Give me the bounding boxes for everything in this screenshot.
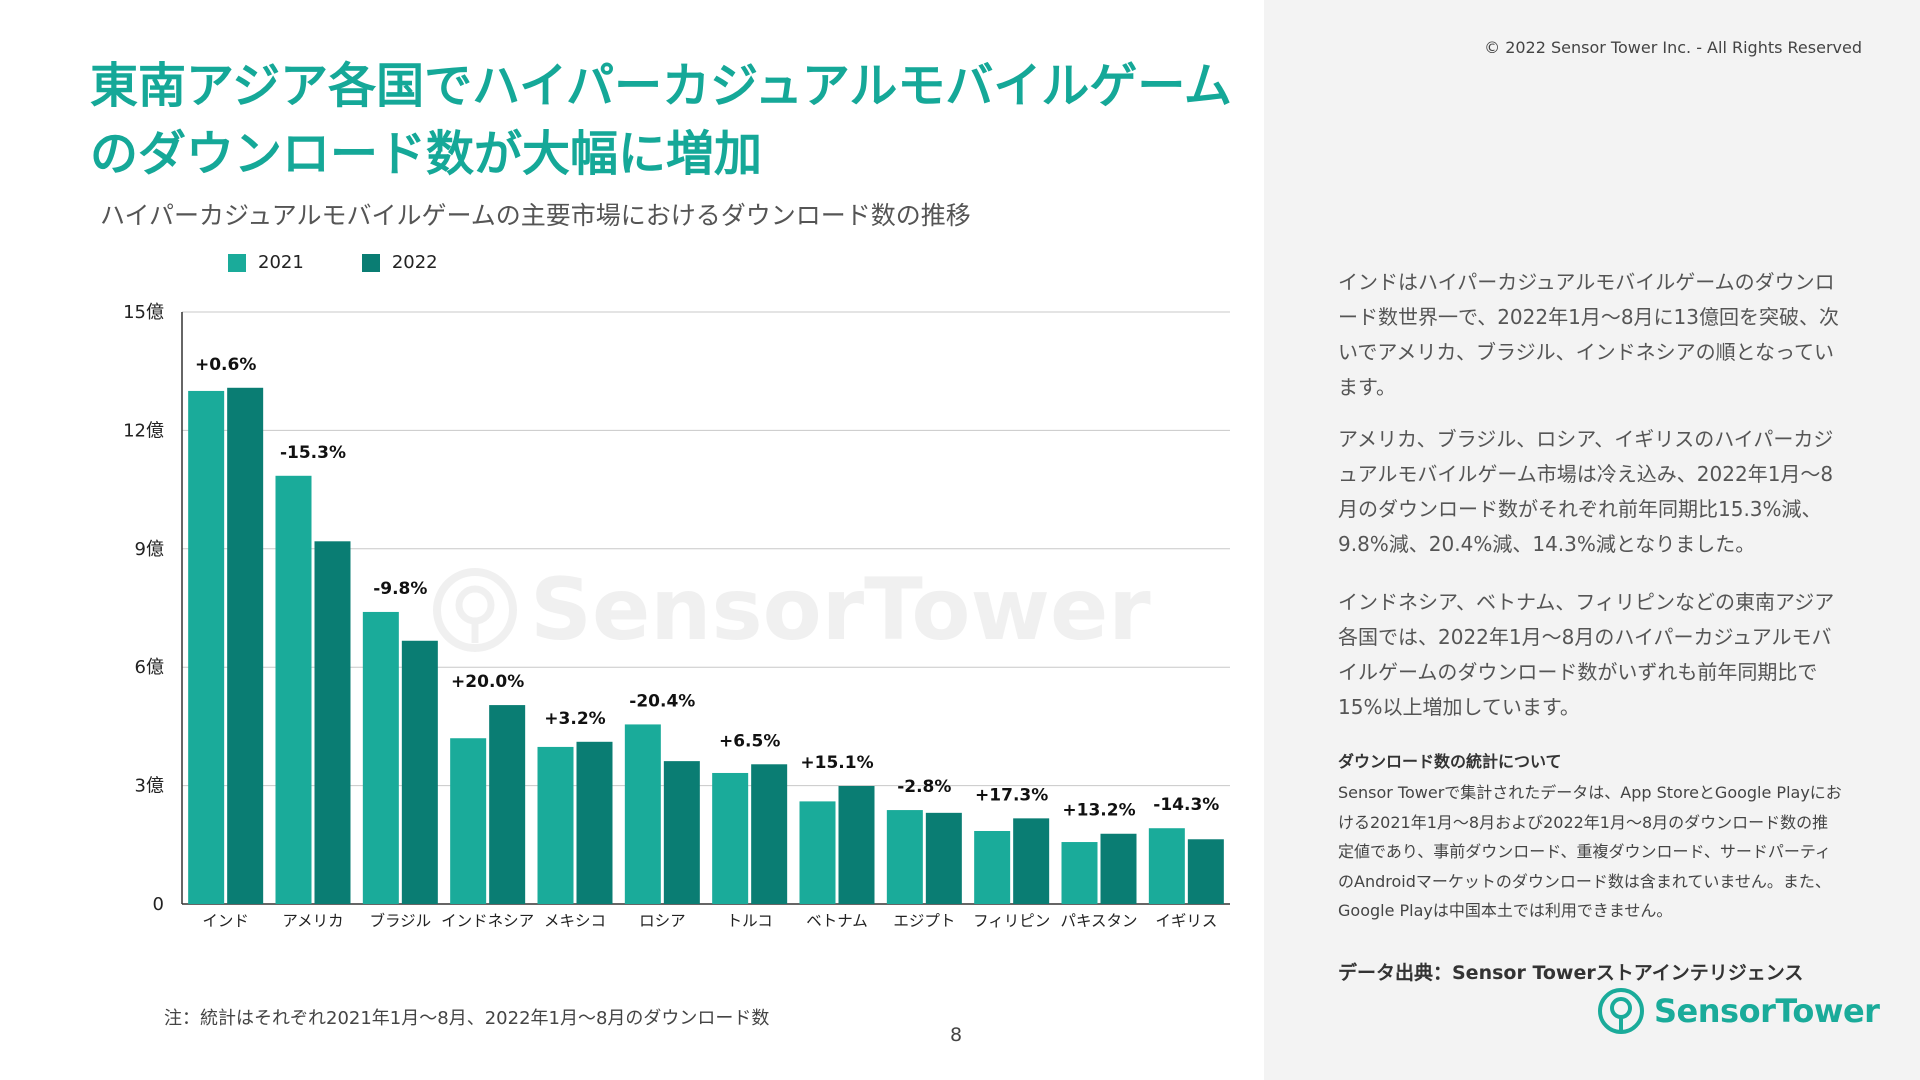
logo-text: SensorTower [1654,992,1880,1030]
y-tick-label: 9億 [135,539,164,560]
bar-2022-9 [1013,818,1050,904]
bar-2022-5 [663,761,700,904]
x-tick-label: ブラジル [369,911,431,930]
x-tick-label: イギリス [1155,912,1217,930]
y-tick-label: 3億 [135,776,164,797]
bar-2022-4 [576,741,613,904]
x-tick-label: エジプト [893,912,955,930]
change-label: +15.1% [800,753,873,773]
stats-text: Sensor Towerで集計されたデータは、App StoreとGoogle … [1338,783,1842,920]
x-tick-label: パキスタン [1060,912,1137,930]
change-label: +6.5% [719,731,780,751]
bar-2022-1 [314,541,351,904]
page-title: 東南アジア各国でハイパーカジュアルモバイルゲームのダウンロード数が大幅に増加 [90,58,1232,182]
x-tick-label: ベトナム [806,912,868,930]
change-label: +20.0% [451,672,524,692]
chart-legend: 2021 2022 [228,252,438,273]
bar-2021-7 [799,801,836,904]
bar-2021-4 [537,746,574,904]
legend-label-2021: 2021 [258,252,304,273]
bar-2022-7 [838,785,875,904]
bar-2022-11 [1187,839,1224,904]
summary-paragraph-1: インドはハイパーカジュアルモバイルゲームのダウンロード数世界一で、2022年1月… [1338,270,1839,399]
bar-2021-0 [188,390,225,904]
bar-2021-5 [624,724,661,904]
y-tick-label: 6億 [135,657,164,678]
logo-icon [1598,988,1644,1034]
watermark: SensorTower [430,560,1151,660]
bar-2021-10 [1061,842,1098,904]
page-number: 8 [950,1024,963,1046]
chart-title: ハイパーカジュアルモバイルゲームの主要市場におけるダウンロード数の推移 [100,201,971,230]
x-tick-label: インド [202,912,249,930]
change-label: -9.8% [373,579,427,599]
bar-2022-10 [1100,833,1137,904]
y-tick-label: 15億 [123,302,164,323]
data-source: データ出典：Sensor Towerストアインテリジェンス [1338,962,1804,984]
x-tick-label: トルコ [727,912,773,930]
x-tick-label: フィリピン [973,912,1050,930]
change-label: -14.3% [1153,795,1219,815]
change-label: +17.3% [975,785,1048,805]
x-tick-label: アメリカ [282,912,343,930]
legend-label-2022: 2022 [391,252,438,273]
change-label: -2.8% [897,777,951,797]
summary-paragraph-2: アメリカ、ブラジル、ロシア、イギリスのハイパーカジュアルモバイルゲーム市場は冷え… [1338,427,1834,556]
main-panel: 東南アジア各国でハイパーカジュアルモバイルゲームのダウンロード数が大幅に増加 ハ… [90,58,1232,1046]
chart-note: 注：統計はそれぞれ2021年1月〜8月、2022年1月〜8月のダウンロード数 [164,1008,770,1029]
bar-2021-3 [450,738,487,904]
x-tick-label: メキシコ [544,912,606,930]
watermark-text: SensorTower [530,560,1151,660]
stats-title: ダウンロード数の統計について [1338,752,1562,771]
change-label: +0.6% [195,355,256,375]
copyright: © 2022 Sensor Tower Inc. - All Rights Re… [1484,38,1862,57]
bar-2022-2 [401,640,438,904]
bar-2022-0 [227,387,264,904]
bar-2021-1 [275,475,312,904]
y-tick-label: 12億 [123,420,164,441]
change-label: -20.4% [629,691,695,711]
legend-swatch-2022 [361,253,380,272]
watermark-logo-icon [433,568,517,652]
change-label: -15.3% [280,443,346,463]
x-tick-label: ロシア [639,912,686,930]
bar-2022-3 [489,705,526,904]
bar-2021-9 [974,830,1011,904]
bar-chart: 0 3億 6億 9億 12億 15億 +0.6% インド -15.3% アメリカ -9.8% ブラジル… [123,302,1230,930]
bar-2021-2 [362,611,399,904]
x-tick-label: インドネシア [441,912,534,930]
y-tick-label: 0 [153,894,164,915]
legend-item-2022: 2022 [361,252,438,273]
bar-2021-11 [1148,828,1185,904]
side-panel [1264,0,1920,1080]
bar-2021-8 [886,810,923,904]
sensor-tower-logo: SensorTower [1596,986,1880,1036]
legend-item-2021: 2021 [228,252,304,273]
bar-2022-8 [925,812,962,904]
summary-paragraph-3: インドネシア、ベトナム、フィリピンなどの東南アジア各国では、2022年1月〜8月… [1338,590,1835,719]
bar-2022-6 [751,764,788,904]
bar-2021-6 [712,772,749,904]
change-label: +13.2% [1062,801,1135,821]
change-label: +3.2% [544,709,605,729]
legend-swatch-2021 [228,253,246,272]
